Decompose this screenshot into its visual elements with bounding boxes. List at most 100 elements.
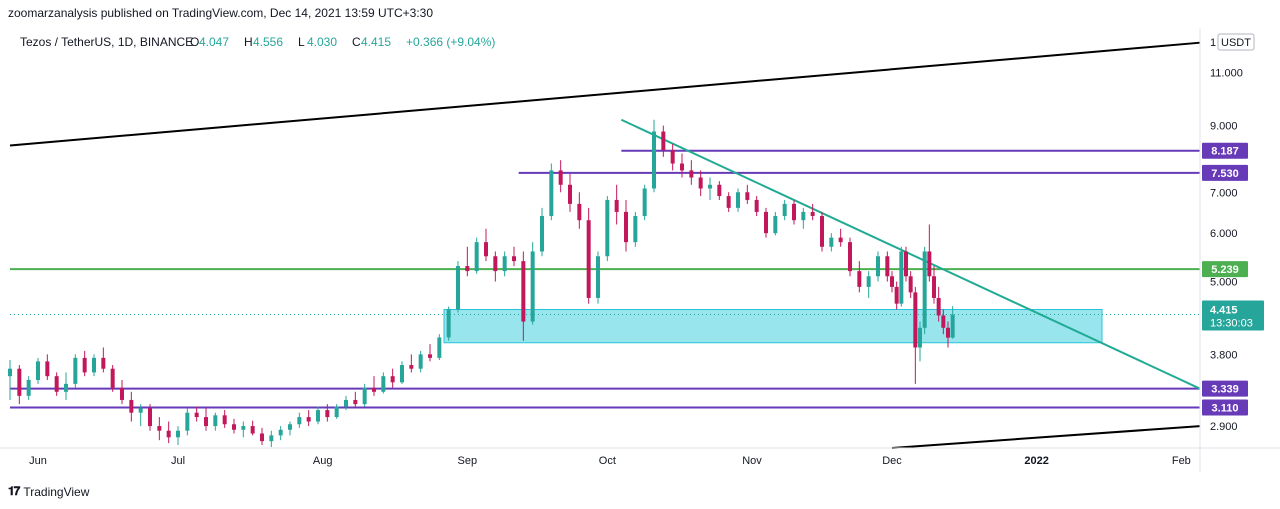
ohlc-value-C: 4.415: [361, 35, 391, 49]
ohlc-value-L: 4.030: [307, 35, 337, 49]
time-tick-label: 2022: [1024, 455, 1048, 467]
candle-body: [745, 192, 750, 200]
price-tick-label: 9.000: [1210, 121, 1238, 133]
trendlines: [9, 41, 1201, 449]
support-zone-rect: [443, 308, 1103, 344]
candle-body: [829, 237, 834, 247]
candle-body: [222, 415, 227, 425]
candle-body: [913, 292, 918, 348]
footer-brand: TradingView: [23, 484, 90, 499]
level-label-8.187: 8.187: [1211, 146, 1239, 158]
ohlc-change: +0.366 (+9.04%): [406, 35, 495, 49]
level-badge-3.339: [1202, 380, 1248, 397]
ohlc-key-C: C: [352, 35, 361, 49]
candle-body: [708, 184, 712, 189]
candle-body: [288, 424, 292, 430]
currency-label[interactable]: USDT: [1221, 37, 1251, 49]
price-tick-label: 3.800: [1210, 349, 1238, 361]
candle-body: [390, 376, 395, 383]
currency-button[interactable]: [1217, 33, 1255, 51]
candle-body: [316, 410, 320, 422]
candle-body: [540, 216, 544, 252]
time-tick-label: Oct: [599, 455, 616, 467]
candle-body: [950, 314, 955, 338]
candle-body: [857, 271, 862, 287]
price-tick-label: 5.000: [1210, 277, 1238, 289]
candle-body: [633, 216, 638, 243]
price-chart[interactable]: 8.187 7.530 5.239 3.339 3.110 11.000 9.000 7.00…: [0, 28, 1280, 472]
chart-area[interactable]: 8.187 7.530 5.239 3.339 3.110 11.000 9.000 7.00…: [0, 28, 1280, 472]
trendline-0: [9, 41, 1201, 147]
candle-body: [596, 256, 600, 298]
time-tick-label: Feb: [1172, 455, 1191, 467]
candle-body: [586, 220, 591, 298]
level-label-3.339: 3.339: [1211, 384, 1239, 396]
candle-body: [120, 387, 124, 400]
candle-body: [764, 211, 768, 234]
level-label-7.530: 7.530: [1211, 168, 1239, 180]
candle-body: [493, 256, 498, 272]
candle-body: [624, 211, 628, 243]
candle-body: [260, 433, 264, 442]
candle-body: [73, 357, 78, 384]
candle-body: [204, 417, 208, 427]
trendline-1: [891, 425, 1201, 449]
candle-body: [101, 357, 106, 369]
candle-body: [568, 184, 572, 204]
candle-body: [148, 408, 152, 427]
candle-body: [614, 199, 619, 212]
candle-body: [176, 430, 180, 438]
candle-body: [946, 327, 950, 338]
candle-body: [325, 410, 330, 418]
ohlc-key-H: H: [244, 35, 253, 49]
candle-body: [890, 276, 894, 287]
candle-body: [409, 365, 414, 369]
candle-body: [680, 163, 684, 171]
candle-body: [456, 266, 460, 310]
candle-body: [605, 199, 610, 257]
candle-body: [297, 417, 302, 425]
candles: [8, 119, 955, 448]
ohlc-value-H: 4.556: [253, 35, 283, 49]
candle-body: [717, 184, 722, 197]
candle-body: [194, 412, 199, 418]
candle-body: [110, 368, 115, 388]
price-axis: 8.187 7.530 5.239 3.339 3.110 11.000 9.000 7.00…: [1199, 28, 1264, 472]
candle-body: [848, 242, 852, 272]
candle-body: [474, 242, 479, 272]
level-label-5.239: 5.239: [1211, 264, 1239, 276]
candle-body: [157, 426, 162, 431]
candle-body: [36, 361, 40, 380]
time-tick-label: Aug: [313, 455, 333, 467]
candle-body: [26, 379, 31, 396]
ohlc-key-L: L: [298, 35, 305, 49]
horizontal-levels: [10, 149, 1200, 409]
candle-body: [92, 357, 96, 373]
candle-body: [936, 297, 941, 316]
candle-body: [129, 399, 134, 413]
candle-body: [866, 276, 871, 287]
candle-body: [465, 266, 470, 272]
candle-body: [213, 415, 218, 427]
candle-body: [927, 251, 932, 277]
candle-body: [558, 170, 563, 185]
candle-body: [661, 131, 666, 151]
candle-body: [512, 256, 516, 262]
candle-body: [792, 203, 796, 221]
countdown-label: 13:30:03: [1210, 318, 1253, 330]
price-tick-label: 11.000: [1210, 67, 1243, 79]
candle-body: [810, 211, 815, 217]
candle-body: [185, 412, 190, 431]
candle-body: [894, 286, 899, 304]
candle-body: [932, 276, 936, 298]
candle-body: [353, 399, 358, 405]
candle-body: [899, 251, 904, 304]
price-tick-label: 7.000: [1210, 187, 1238, 199]
candle-body: [642, 188, 647, 217]
candle-body: [334, 406, 339, 418]
candle-body: [941, 315, 946, 328]
candle-body: [820, 216, 824, 247]
level-badge-7.530: [1202, 164, 1248, 181]
candle-body: [698, 177, 703, 189]
